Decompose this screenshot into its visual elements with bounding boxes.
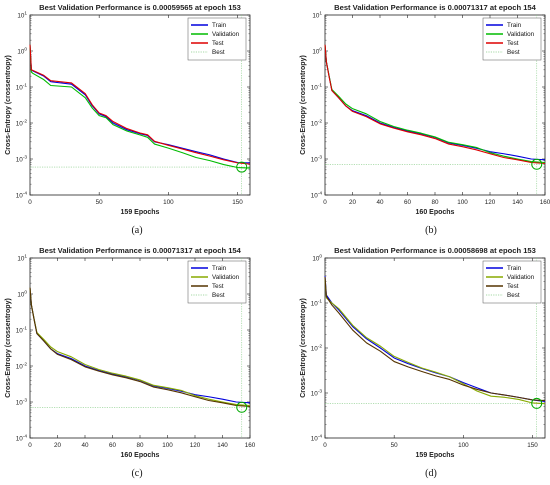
chart-title: Best Validation Performance is 0.0007131… bbox=[39, 246, 242, 255]
legend-label: Test bbox=[507, 283, 519, 290]
y-tick-label: 10-1 bbox=[16, 83, 28, 92]
legend-label: Test bbox=[212, 40, 224, 47]
y-tick-label: 10-4 bbox=[16, 191, 28, 200]
y-tick-label: 101 bbox=[17, 254, 27, 263]
legend-label: Train bbox=[212, 265, 227, 272]
y-tick-label: 10-2 bbox=[16, 119, 28, 128]
legend-label: Train bbox=[507, 265, 522, 272]
best-marker bbox=[236, 161, 248, 173]
series-line-validation bbox=[324, 44, 546, 164]
subfigure-label: (c) bbox=[131, 468, 142, 479]
y-axis-label: Cross-Entropy (crossentropy) bbox=[5, 298, 12, 398]
legend-label: Validation bbox=[507, 31, 535, 38]
y-tick-label: 10-2 bbox=[311, 119, 323, 128]
series-line-validation bbox=[29, 44, 251, 169]
x-tick-label: 140 bbox=[512, 199, 523, 206]
y-tick-label: 10-1 bbox=[16, 326, 28, 335]
chart-panel-b: Best Validation Performance is 0.0007131… bbox=[300, 3, 550, 236]
best-marker bbox=[531, 158, 543, 170]
y-tick-label: 101 bbox=[312, 11, 322, 20]
chart-panel-d: Best Validation Performance is 0.0005869… bbox=[300, 246, 546, 479]
legend-label: Best bbox=[507, 292, 520, 299]
y-axis-label: Cross-Entropy (crossentropy) bbox=[300, 55, 307, 155]
x-tick-label: 100 bbox=[162, 442, 173, 449]
legend-label: Best bbox=[212, 49, 225, 56]
y-tick-label: 100 bbox=[17, 47, 27, 56]
x-tick-label: 160 bbox=[245, 442, 256, 449]
x-tick-label: 120 bbox=[190, 442, 201, 449]
subfigure-label: (b) bbox=[425, 225, 437, 236]
x-tick-label: 60 bbox=[404, 199, 412, 206]
x-tick-label: 20 bbox=[54, 442, 62, 449]
series-line-train bbox=[29, 44, 251, 164]
legend-label: Test bbox=[507, 40, 519, 47]
x-tick-label: 20 bbox=[349, 199, 357, 206]
y-tick-label: 101 bbox=[17, 11, 27, 20]
legend-label: Validation bbox=[212, 31, 240, 38]
y-tick-label: 100 bbox=[312, 254, 322, 263]
subfigure-label: (d) bbox=[425, 468, 437, 479]
y-tick-label: 10-4 bbox=[311, 434, 323, 443]
y-tick-label: 10-3 bbox=[311, 155, 323, 164]
best-marker bbox=[236, 401, 248, 413]
series-line-test bbox=[29, 287, 251, 408]
best-marker bbox=[531, 397, 543, 409]
y-tick-label: 10-3 bbox=[311, 389, 323, 398]
y-axis-label: Cross-Entropy (crossentropy) bbox=[5, 55, 12, 155]
legend-label: Best bbox=[507, 49, 520, 56]
y-tick-label: 10-3 bbox=[16, 398, 28, 407]
y-tick-label: 100 bbox=[17, 290, 27, 299]
x-tick-label: 50 bbox=[96, 199, 104, 206]
y-tick-label: 10-2 bbox=[311, 344, 323, 353]
y-tick-label: 10-1 bbox=[311, 83, 323, 92]
series-line-test bbox=[324, 276, 546, 402]
x-tick-label: 0 bbox=[28, 442, 32, 449]
x-axis-label: 160 Epochs bbox=[416, 209, 455, 216]
x-tick-label: 80 bbox=[136, 442, 144, 449]
x-axis-label: 159 Epochs bbox=[121, 209, 160, 216]
y-tick-label: 10-1 bbox=[311, 299, 323, 308]
x-tick-label: 40 bbox=[81, 442, 89, 449]
series-line-validation bbox=[324, 278, 546, 405]
chart-title: Best Validation Performance is 0.0007131… bbox=[334, 3, 537, 12]
x-tick-label: 100 bbox=[457, 199, 468, 206]
series-line-test bbox=[324, 44, 546, 165]
x-tick-label: 100 bbox=[163, 199, 174, 206]
x-tick-label: 150 bbox=[527, 442, 538, 449]
y-tick-label: 10-4 bbox=[16, 434, 28, 443]
x-axis-label: 160 Epochs bbox=[121, 452, 160, 459]
x-tick-label: 60 bbox=[109, 442, 117, 449]
y-tick-label: 10-4 bbox=[311, 191, 323, 200]
legend-label: Best bbox=[212, 292, 225, 299]
x-tick-label: 120 bbox=[485, 199, 496, 206]
x-tick-label: 40 bbox=[376, 199, 384, 206]
x-tick-label: 80 bbox=[431, 199, 439, 206]
x-tick-label: 0 bbox=[323, 199, 327, 206]
y-tick-label: 10-2 bbox=[16, 362, 28, 371]
legend-label: Test bbox=[212, 283, 224, 290]
y-tick-label: 10-3 bbox=[16, 155, 28, 164]
chart-panel-a: Best Validation Performance is 0.0005956… bbox=[5, 3, 251, 236]
chart-panel-c: Best Validation Performance is 0.0007131… bbox=[5, 246, 256, 479]
chart-title: Best Validation Performance is 0.0005869… bbox=[334, 246, 536, 255]
x-tick-label: 0 bbox=[28, 199, 32, 206]
x-axis-label: 159 Epochs bbox=[416, 452, 455, 459]
x-tick-label: 140 bbox=[217, 442, 228, 449]
subfigure-label: (a) bbox=[131, 225, 142, 236]
x-tick-label: 100 bbox=[458, 442, 469, 449]
x-tick-label: 50 bbox=[391, 442, 399, 449]
chart-title: Best Validation Performance is 0.0005956… bbox=[39, 3, 241, 12]
legend-label: Validation bbox=[507, 274, 535, 281]
legend-label: Validation bbox=[212, 274, 240, 281]
x-tick-label: 150 bbox=[232, 199, 243, 206]
series-line-validation bbox=[29, 287, 251, 407]
series-line-test bbox=[29, 44, 251, 165]
y-axis-label: Cross-Entropy (crossentropy) bbox=[300, 298, 307, 398]
legend-label: Train bbox=[212, 22, 227, 29]
x-tick-label: 160 bbox=[540, 199, 550, 206]
y-tick-label: 100 bbox=[312, 47, 322, 56]
x-tick-label: 0 bbox=[323, 442, 327, 449]
legend-label: Train bbox=[507, 22, 522, 29]
